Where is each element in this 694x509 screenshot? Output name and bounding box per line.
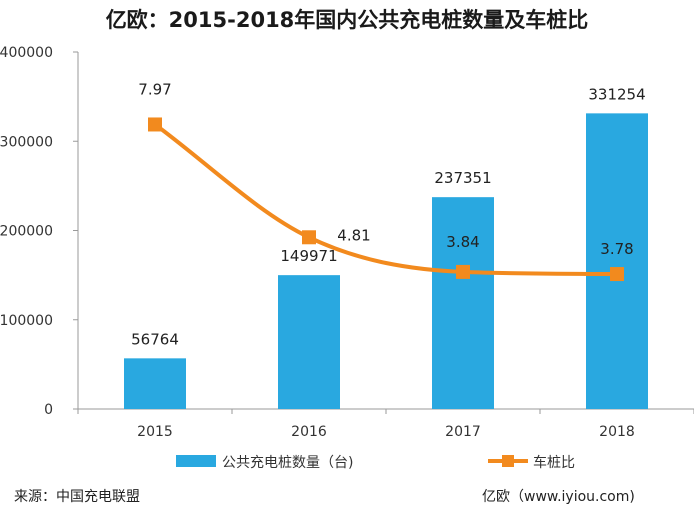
legend-line-label: 车桩比 (533, 454, 575, 471)
y-tick-label: 0 (44, 402, 53, 418)
bar-series: 56764 149971 237351 331254 (124, 85, 648, 409)
line-data-label: 3.84 (446, 233, 479, 251)
x-tick-label: 2016 (291, 424, 327, 440)
line-data-label: 3.78 (600, 240, 633, 258)
bar-data-label: 56764 (131, 330, 179, 348)
brand-note: 亿欧（www.iyiou.com) (482, 489, 635, 505)
legend-bar-label: 公共充电桩数量（台) (222, 454, 353, 471)
chart-title: 亿欧：2015-2018年国内公共充电桩数量及车桩比 (105, 8, 589, 32)
bar-data-label: 149971 (280, 247, 337, 265)
line-path (153, 122, 619, 277)
x-tick-label: 2015 (137, 424, 173, 440)
bar-data-label: 331254 (588, 85, 645, 103)
y-tick-label: 200000 (0, 224, 53, 240)
bar (432, 197, 494, 409)
y-tick-label: 300000 (0, 134, 53, 150)
line-marker (610, 267, 624, 282)
line-data-label: 7.97 (138, 80, 171, 98)
x-tick-label: 2018 (599, 424, 635, 440)
bar (124, 358, 186, 409)
bar (586, 113, 648, 409)
line-marker (302, 230, 316, 245)
line-data-label: 4.81 (337, 226, 370, 244)
y-tick-label: 100000 (0, 313, 53, 329)
axes: 0 100000 200000 300000 400000 2015 2016 2017 201… (0, 45, 694, 440)
bar (278, 275, 340, 409)
line-marker (456, 264, 470, 279)
y-tick-label: 400000 (0, 45, 53, 61)
legend-line-marker (502, 455, 514, 467)
line-series: 7.97 4.81 3.84 3.78 (138, 80, 634, 282)
bar-data-label: 237351 (434, 169, 491, 187)
source-note: 来源：中国充电联盟 (14, 489, 140, 505)
x-tick-label: 2017 (445, 424, 481, 440)
line-marker (148, 117, 162, 132)
legend: 公共充电桩数量（台) 车桩比 (176, 454, 575, 471)
legend-bar-swatch (176, 455, 216, 467)
